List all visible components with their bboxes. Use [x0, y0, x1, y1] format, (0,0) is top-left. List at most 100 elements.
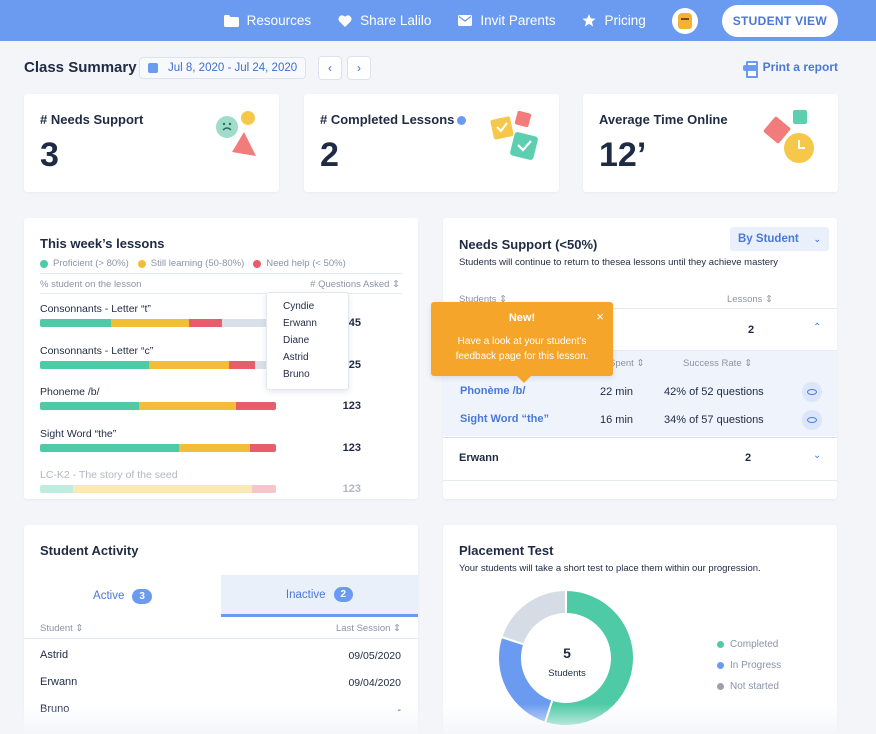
- dropdown-item[interactable]: Erwann: [283, 318, 317, 329]
- nav-link-pricing[interactable]: Pricing: [581, 13, 646, 28]
- student-name[interactable]: Erwann: [40, 676, 78, 688]
- sad-face-shapes-icon: [216, 111, 256, 156]
- section-subtitle: Students will continue to return to thes…: [459, 257, 778, 268]
- folder-icon: [224, 14, 240, 28]
- time-spent: 22 min: [600, 386, 634, 398]
- student-view-button[interactable]: STUDENT VIEW: [721, 4, 838, 37]
- column-header-percent: % student on the lesson: [40, 279, 142, 290]
- group-by-select[interactable]: By Student ⌄: [730, 227, 829, 251]
- expanded-student-details: Spent ⇕ Success Rate ⇕ Phonème /b/ 22 mi…: [443, 351, 837, 436]
- kpi-completed-lessons-card: # Completed Lessons 2: [304, 94, 559, 192]
- lesson-name: Consonnants - Letter “c”: [40, 345, 154, 357]
- lesson-name: Phoneme /b/: [40, 386, 100, 398]
- success-rate: 42% of 52 questions: [664, 386, 764, 398]
- view-feedback-eye-icon[interactable]: [802, 382, 822, 402]
- nav-link-resources[interactable]: Resources: [224, 13, 311, 28]
- kpi-value: 2: [320, 136, 339, 174]
- lesson-link[interactable]: Phonème /b/: [460, 385, 526, 397]
- column-header-questions-asked[interactable]: # Questions Asked ⇕: [310, 279, 400, 290]
- next-period-button[interactable]: ›: [347, 56, 371, 80]
- bar-segment-help: [228, 361, 255, 369]
- nav-link-share[interactable]: Share Lalilo: [337, 13, 431, 28]
- divider: [443, 437, 837, 438]
- close-icon[interactable]: ×: [596, 309, 604, 324]
- activity-tabs: Active 3 Inactive 2: [24, 575, 418, 617]
- dropdown-item[interactable]: Bruno: [283, 369, 310, 380]
- legend-item: Proficient (> 80%): [40, 258, 129, 269]
- needs-support-card: Needs Support (<50%) Students will conti…: [443, 218, 837, 499]
- student-name[interactable]: Bruno: [40, 703, 70, 715]
- legend-item: Still learning (50-80%): [137, 258, 245, 269]
- lesson-progress-bar[interactable]: [40, 319, 276, 327]
- questions-asked-count: 45: [348, 317, 361, 329]
- column-header-last-session[interactable]: Last Session ⇕: [336, 623, 401, 634]
- avatar[interactable]: [671, 7, 698, 34]
- view-feedback-eye-icon[interactable]: [802, 410, 822, 430]
- legend-dot-not-started: [717, 683, 724, 690]
- clock-shapes-icon: [763, 110, 814, 163]
- lesson-name: Sight Word “the”: [40, 428, 117, 440]
- legend-item: Completed: [717, 639, 778, 650]
- column-header-time-spent[interactable]: Spent ⇕: [609, 358, 645, 369]
- column-header-success-rate[interactable]: Success Rate ⇕: [683, 358, 753, 369]
- column-header-students[interactable]: Students ⇕: [459, 294, 508, 305]
- chevron-down-icon[interactable]: ⌄: [813, 450, 822, 461]
- donut-center-label: Students: [548, 668, 586, 679]
- success-rate: 34% of 57 questions: [664, 414, 764, 426]
- legend-label: Need help (< 50%): [266, 258, 346, 269]
- legend-dot-completed: [717, 641, 724, 648]
- column-header-lessons[interactable]: Lessons ⇕: [727, 294, 773, 305]
- bar-segment-help: [235, 402, 276, 410]
- bar-segment-learning: [139, 402, 236, 410]
- dropdown-item[interactable]: Diane: [283, 335, 310, 346]
- lesson-progress-bar[interactable]: [40, 444, 276, 452]
- nav-link-label: Pricing: [604, 13, 646, 28]
- tab-label: Active: [93, 590, 125, 602]
- donut-center: 5 Students: [527, 645, 607, 679]
- chevron-up-icon[interactable]: ⌃: [813, 322, 822, 333]
- weekly-lessons-card: This week’s lessons Proficient (> 80%) S…: [24, 218, 418, 499]
- print-report-label: Print a report: [762, 60, 838, 74]
- questions-asked-count: 123: [342, 483, 361, 495]
- info-icon[interactable]: [457, 116, 467, 126]
- tab-inactive[interactable]: Inactive 2: [221, 575, 418, 617]
- printer-icon: [742, 60, 758, 78]
- group-by-value: By Student: [738, 233, 799, 245]
- last-session-date: 09/05/2020: [348, 650, 401, 662]
- print-report-link[interactable]: Print a report: [742, 60, 838, 78]
- dropdown-item[interactable]: Cyndie: [283, 301, 315, 312]
- student-name[interactable]: Erwann: [459, 452, 499, 464]
- legend-label: Still learning (50-80%): [150, 258, 245, 269]
- placement-donut-chart: [497, 589, 635, 727]
- placement-test-card: Placement Test Your students will take a…: [443, 525, 837, 734]
- tab-active[interactable]: Active 3: [24, 575, 221, 617]
- calendar-icon: [148, 63, 158, 73]
- chevron-down-icon: ⌄: [813, 233, 821, 244]
- star-icon: [581, 14, 597, 28]
- lesson-progress-bar[interactable]: [40, 485, 276, 493]
- kpi-label-text: # Completed Lessons: [320, 112, 455, 127]
- lesson-progress-bar[interactable]: [40, 361, 276, 369]
- new-feature-tooltip: New! × Have a look at your student's fee…: [431, 302, 613, 383]
- kpi-value: 12’: [599, 136, 647, 174]
- questions-asked-count: 25: [348, 359, 361, 371]
- dropdown-item[interactable]: Astrid: [283, 352, 309, 363]
- donut-slice-not-started[interactable]: [500, 589, 567, 646]
- date-range-picker[interactable]: Jul 8, 2020 - Jul 24, 2020: [139, 57, 307, 79]
- tooltip-body: Have a look at your student's feedback p…: [455, 336, 589, 362]
- lessons-legend: Proficient (> 80%) Still learning (50-80…: [40, 258, 355, 269]
- legend-label: Not started: [730, 681, 779, 692]
- count-badge: 3: [132, 588, 152, 604]
- bar-segment-proficient: [40, 485, 74, 493]
- divider: [40, 293, 402, 294]
- column-header-student[interactable]: Student ⇕: [40, 623, 84, 634]
- bar-segment-learning: [179, 444, 251, 452]
- lesson-link[interactable]: Sight Word “the”: [460, 413, 550, 425]
- legend-dot-learning: [137, 259, 146, 268]
- nav-link-invite-parents[interactable]: Invit Parents: [457, 13, 555, 28]
- previous-period-button[interactable]: ‹: [318, 56, 342, 80]
- page-title: Class Summary: [24, 59, 137, 76]
- student-activity-card: Student Activity Active 3 Inactive 2 Stu…: [24, 525, 418, 734]
- student-name[interactable]: Astrid: [40, 649, 69, 661]
- lesson-progress-bar[interactable]: [40, 402, 276, 410]
